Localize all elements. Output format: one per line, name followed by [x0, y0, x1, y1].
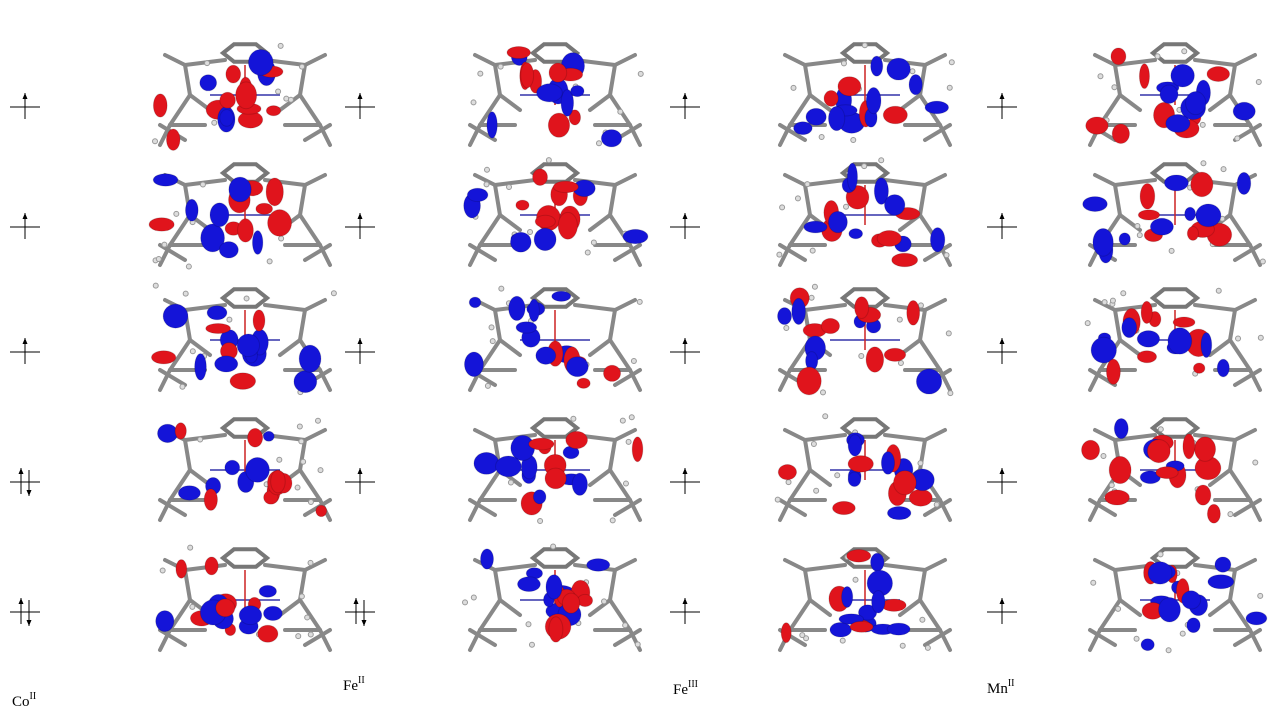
molecule-orbital	[778, 284, 953, 395]
electron-level	[670, 93, 700, 119]
electron-level	[987, 468, 1017, 494]
molecule-orbital	[1082, 418, 1260, 523]
electron-level	[345, 338, 375, 364]
molecule-orbital	[1085, 288, 1263, 390]
electron-level	[670, 598, 700, 624]
electron-level	[10, 598, 40, 626]
electron-level	[987, 93, 1017, 119]
oxidation-state: III	[688, 679, 698, 690]
mo-figure: CoIIFeIIFeIIIMnII	[0, 0, 1276, 713]
molecule-orbital	[470, 415, 643, 524]
electron-level	[670, 338, 700, 364]
electron-level	[987, 598, 1017, 624]
electron-level	[345, 468, 375, 494]
metal-label: MnII	[987, 678, 1015, 697]
molecule-orbital	[149, 164, 330, 269]
molecule-orbital	[153, 43, 330, 150]
molecule-orbital	[775, 414, 950, 520]
metal-label: CoII	[12, 691, 36, 710]
molecule-orbital	[464, 286, 642, 390]
element: Mn	[987, 681, 1008, 697]
electron-level	[10, 213, 40, 239]
molecule-orbital	[780, 43, 954, 145]
oxidation-state: II	[30, 691, 37, 702]
molecule-orbital	[1086, 44, 1262, 145]
molecule-orbital	[777, 158, 950, 267]
molecule-orbital	[158, 418, 330, 520]
electron-level	[670, 468, 700, 494]
electron-level	[345, 213, 375, 239]
element: Co	[12, 694, 30, 710]
metal-label: FeIII	[673, 679, 698, 698]
electron-level	[10, 338, 40, 364]
electron-level	[345, 93, 375, 119]
element: Fe	[673, 682, 688, 698]
molecule-orbital	[151, 283, 336, 395]
electron-level	[10, 468, 40, 496]
oxidation-state: II	[358, 675, 365, 686]
electron-level	[987, 338, 1017, 364]
molecule-orbital	[464, 158, 648, 265]
electron-level	[10, 93, 40, 119]
molecule-orbital	[1083, 161, 1266, 265]
electron-level	[345, 598, 375, 626]
element: Fe	[343, 678, 358, 694]
metal-label: FeII	[343, 675, 365, 694]
molecule-orbital	[470, 44, 643, 147]
molecule-orbital	[1090, 549, 1267, 652]
electron-level	[987, 213, 1017, 239]
oxidation-state: II	[1008, 678, 1015, 689]
electron-level	[670, 213, 700, 239]
molecule-orbital	[156, 545, 330, 650]
molecule-orbital	[780, 549, 950, 650]
molecule-orbital	[463, 544, 641, 650]
